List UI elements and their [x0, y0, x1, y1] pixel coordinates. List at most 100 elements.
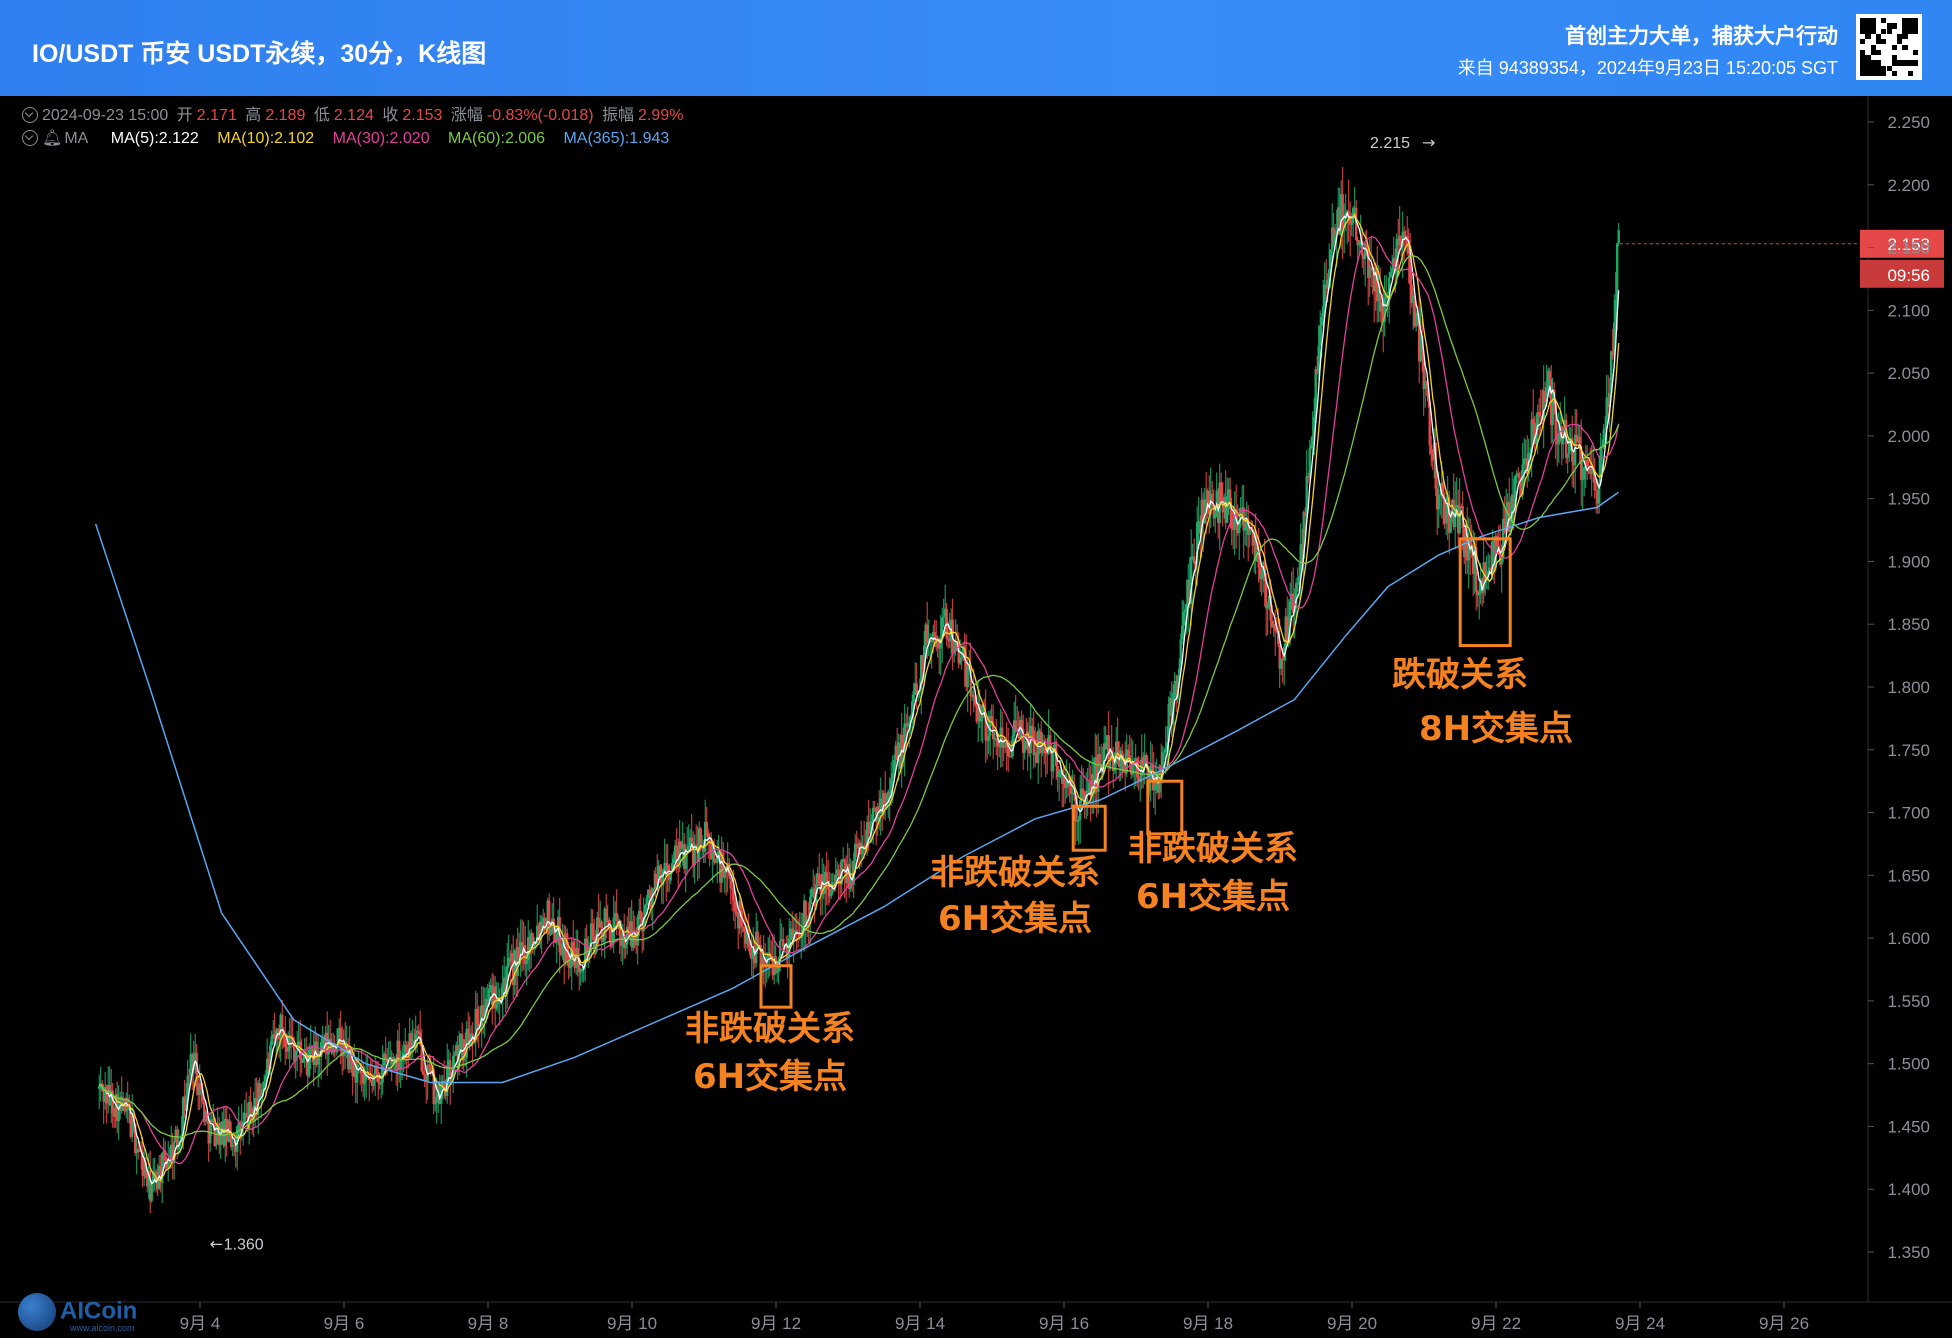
candle-body — [467, 1028, 470, 1035]
candle-body — [1277, 631, 1280, 644]
candle — [486, 983, 489, 1019]
candle-body — [164, 1150, 167, 1162]
candle-body — [890, 779, 893, 798]
candle — [1569, 427, 1572, 452]
candle — [1280, 657, 1283, 676]
change-value: -0.83%(-0.018) — [486, 107, 594, 124]
candle — [491, 972, 494, 1025]
candle-body — [1538, 412, 1541, 416]
candle-body — [1269, 595, 1272, 621]
candle — [167, 1140, 170, 1182]
low-value: 2.124 — [333, 107, 374, 124]
candle — [711, 844, 714, 883]
candle — [590, 908, 593, 959]
candle-body — [1103, 743, 1106, 772]
candle-body — [1409, 253, 1412, 285]
candle — [1200, 487, 1203, 558]
candle-body — [323, 1038, 326, 1050]
candle-body — [1521, 464, 1524, 496]
candle-body — [1316, 369, 1319, 373]
candle-body — [432, 1069, 435, 1104]
candle — [261, 1081, 264, 1103]
candle — [368, 1064, 371, 1102]
candle-body — [1113, 762, 1116, 771]
candle — [474, 990, 477, 1057]
candle-body — [720, 852, 723, 883]
candle-body — [1179, 639, 1182, 669]
candle-body — [1271, 620, 1274, 628]
candle — [264, 1070, 267, 1098]
candle — [1374, 262, 1377, 311]
candle — [1046, 737, 1049, 774]
candle-body — [944, 608, 947, 617]
candle — [506, 942, 509, 1009]
candle — [209, 1112, 212, 1152]
x-tick-label: 9月 26 — [1759, 1314, 1809, 1333]
candle — [930, 634, 933, 669]
collapse-icon[interactable] — [22, 130, 38, 146]
candle-body — [408, 1033, 411, 1058]
candle-body — [1514, 475, 1517, 507]
candlestick-chart[interactable]: 2.215 →← 1.3602.15309:56非跌破关系6H交集点非跌破关系6H交… — [0, 96, 1952, 1338]
candle — [1406, 215, 1409, 256]
candle-body — [1356, 239, 1359, 246]
candle-body — [138, 1150, 141, 1152]
candle — [941, 607, 944, 663]
candle — [648, 884, 651, 911]
candle-body — [1487, 571, 1490, 578]
annotation-box — [1071, 804, 1107, 852]
candle — [1050, 742, 1053, 786]
candle — [738, 893, 741, 935]
candle — [1220, 472, 1223, 502]
candle-body — [1218, 482, 1221, 524]
candle-body — [645, 898, 648, 906]
candle-body — [1275, 631, 1278, 633]
candle-body — [1034, 752, 1037, 756]
candle-body — [356, 1065, 359, 1083]
candle-body — [137, 1148, 140, 1152]
candle-body — [870, 821, 873, 830]
candle — [336, 1028, 339, 1054]
low-label: 低 — [313, 107, 330, 124]
candle-body — [1062, 774, 1065, 784]
candle-body — [744, 931, 747, 944]
candle — [117, 1085, 120, 1140]
candle-body — [825, 871, 828, 881]
candle-body — [1500, 558, 1503, 565]
candle-body — [861, 845, 864, 855]
candle-body — [1368, 266, 1371, 278]
candle-body — [966, 666, 969, 687]
candle-body — [762, 957, 765, 964]
candle — [915, 662, 918, 710]
candle-body — [926, 624, 929, 644]
candle-body — [714, 862, 717, 864]
candle-body — [572, 941, 575, 959]
candle — [222, 1106, 225, 1149]
x-tick-label: 9月 24 — [1615, 1314, 1665, 1333]
candle-body — [404, 1044, 407, 1053]
candle — [894, 740, 897, 769]
candle-body — [1532, 419, 1535, 423]
candle — [723, 870, 726, 893]
candle — [708, 833, 711, 867]
candle-body — [98, 1086, 101, 1089]
candle — [518, 932, 521, 962]
bell-icon[interactable]: 🔔︎ — [42, 130, 63, 147]
candle-body — [897, 742, 900, 760]
candle-body — [1535, 430, 1538, 444]
candle-body — [993, 738, 996, 740]
candle-body — [540, 921, 543, 931]
collapse-icon[interactable] — [22, 107, 38, 123]
candle-body — [761, 957, 764, 968]
high-value: 2.189 — [265, 107, 306, 124]
candle-body — [1229, 489, 1232, 510]
candle — [1383, 275, 1386, 337]
candle-body — [339, 1027, 342, 1048]
candle-body — [495, 1003, 498, 1009]
candle — [828, 871, 831, 903]
candle — [1151, 744, 1154, 791]
candle-body — [1023, 741, 1026, 753]
candle — [1001, 711, 1004, 767]
candle-body — [131, 1115, 134, 1137]
candle — [845, 855, 848, 903]
